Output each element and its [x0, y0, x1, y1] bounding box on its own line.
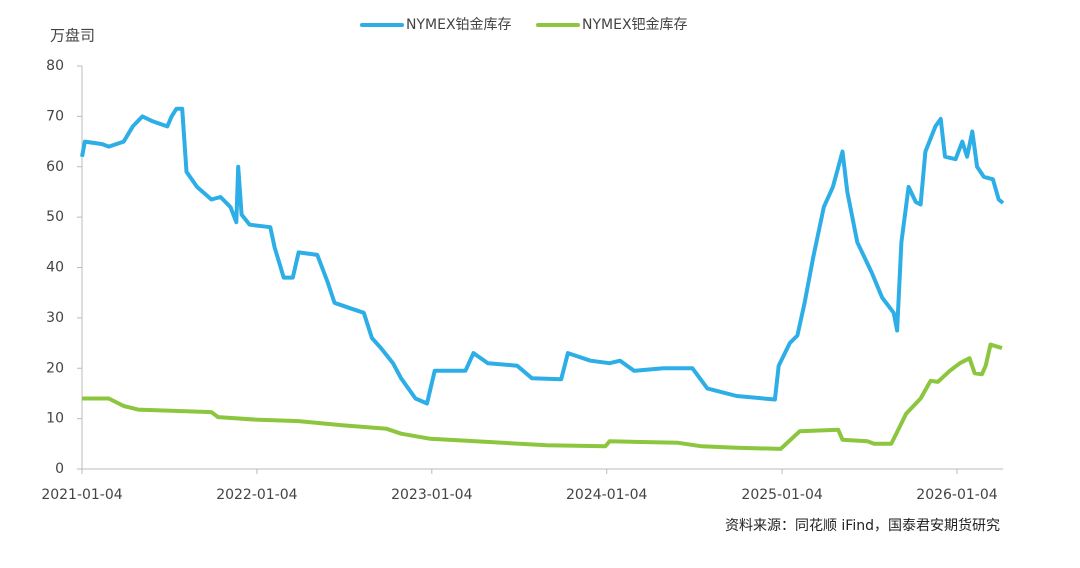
source-note: 资料来源：同花顺 iFind，国泰君安期货研究 [725, 517, 1000, 534]
x-tick-label: 2023-01-04 [391, 487, 472, 503]
y-tick-label: 80 [46, 58, 64, 74]
legend-label: NYMEX铂金库存 [406, 17, 512, 33]
x-tick-label: 2025-01-04 [741, 487, 822, 503]
x-tick-label: 2022-01-04 [216, 487, 297, 503]
data-line [80, 106, 1005, 406]
y-tick-label: 20 [46, 360, 64, 376]
y-axis-label: 万盘司 [50, 27, 95, 45]
x-tick-label: 2026-01-04 [916, 487, 997, 503]
y-tick-label: 0 [55, 461, 64, 477]
legend-label: NYMEX钯金库存 [582, 17, 688, 33]
y-tick-label: 50 [46, 209, 64, 225]
y-tick-label: 10 [46, 411, 64, 427]
x-tick-label: 2021-01-04 [41, 487, 122, 503]
y-tick-label: 40 [46, 260, 64, 276]
x-tick-label: 2024-01-04 [566, 487, 647, 503]
y-tick-label: 70 [46, 108, 64, 124]
y-tick-label: 30 [46, 310, 64, 326]
y-tick-label: 60 [46, 159, 64, 175]
data-line [82, 342, 1003, 451]
